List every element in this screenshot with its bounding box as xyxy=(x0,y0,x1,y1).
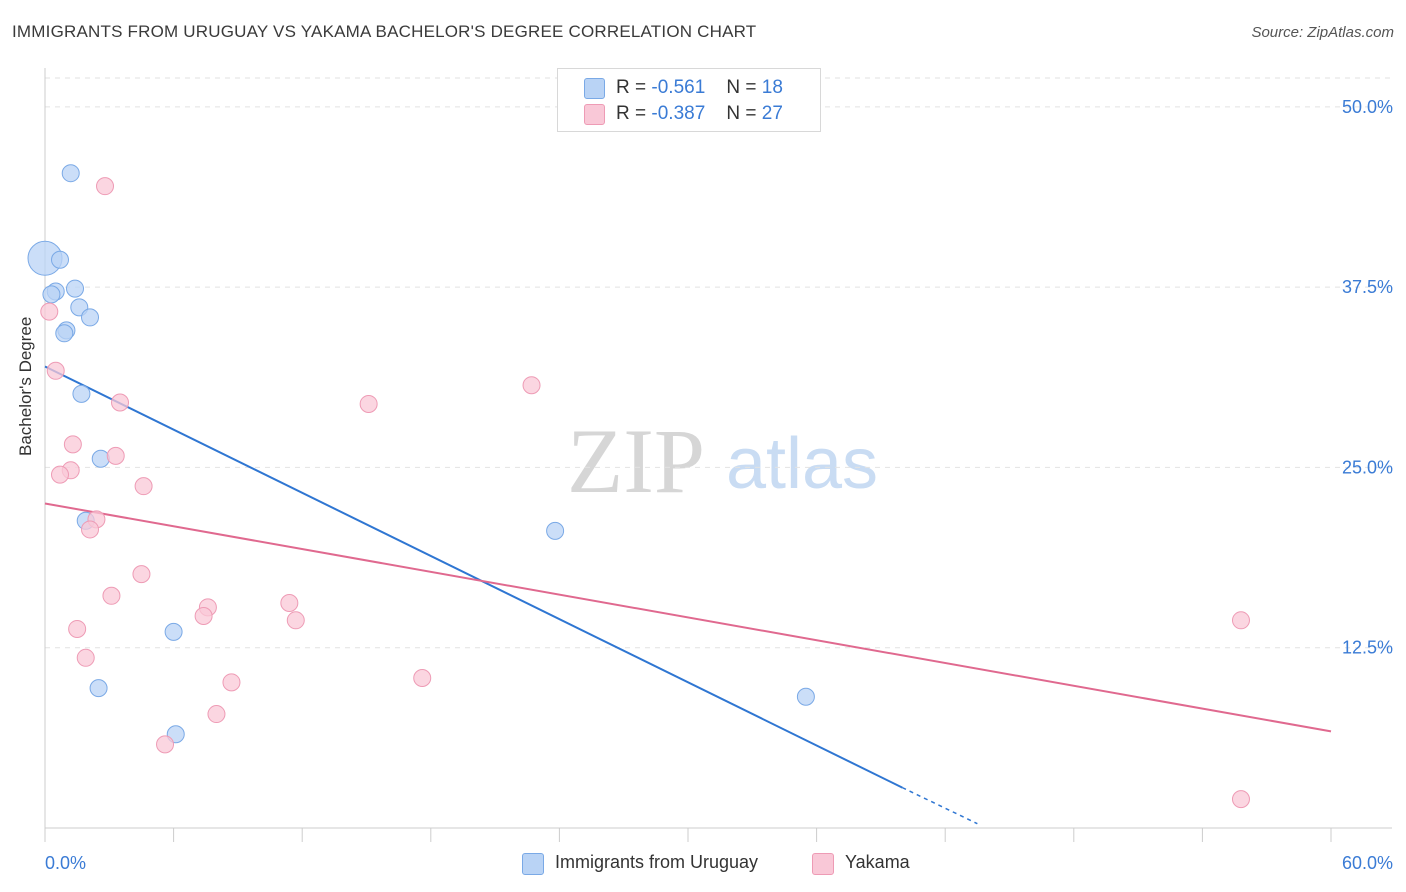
y-tick-label: 50.0% xyxy=(1342,97,1393,117)
point-yakama xyxy=(156,735,175,754)
point-yakama xyxy=(102,586,121,605)
legend-r-value: -0.561 xyxy=(651,77,706,98)
x-tick-label-min: 0.0% xyxy=(45,853,86,873)
point-yakama xyxy=(63,435,82,454)
watermark-zip: ZIP xyxy=(567,410,705,512)
point-yakama xyxy=(81,520,100,539)
chart-title: IMMIGRANTS FROM URUGUAY VS YAKAMA BACHEL… xyxy=(12,22,757,41)
legend-n-value: 18 xyxy=(761,77,783,98)
legend-r-value: -0.387 xyxy=(651,103,706,124)
point-yakama xyxy=(68,619,87,638)
point-yakama xyxy=(132,565,151,584)
legend-swatch-yakama xyxy=(584,104,605,125)
watermark-atlas: atlas xyxy=(726,424,878,504)
point-yakama xyxy=(134,477,153,496)
point-yakama xyxy=(286,611,305,630)
correlation-legend: R = -0.561 N = 18 R = -0.387 N = 27 xyxy=(557,68,821,132)
legend-n-label: N = xyxy=(726,77,757,98)
point-uruguay xyxy=(546,521,565,540)
point-uruguay xyxy=(66,279,85,298)
point-uruguay xyxy=(42,285,61,304)
legend-r-label: R = xyxy=(616,77,647,98)
point-uruguay xyxy=(164,622,183,641)
bottom-legend-swatch-uruguay xyxy=(522,853,544,875)
point-yakama xyxy=(46,361,65,380)
legend-n-label: N = xyxy=(726,103,757,124)
y-axis-label: Bachelor's Degree xyxy=(16,316,35,456)
point-yakama xyxy=(207,705,226,724)
point-yakama xyxy=(76,648,95,667)
point-yakama xyxy=(106,446,125,465)
legend-n-value: 27 xyxy=(761,103,783,124)
y-tick-label: 12.5% xyxy=(1342,638,1393,658)
point-yakama xyxy=(194,606,213,625)
trend-line-uruguay-extrapolated xyxy=(902,786,978,825)
bottom-legend-label-yakama: Yakama xyxy=(845,852,910,872)
source-label: Source: ZipAtlas.com xyxy=(1251,24,1394,41)
point-yakama xyxy=(111,393,130,412)
point-uruguay xyxy=(51,250,70,269)
point-uruguay xyxy=(55,324,74,343)
bottom-legend-label-uruguay: Immigrants from Uruguay xyxy=(555,852,759,872)
y-tick-label: 25.0% xyxy=(1342,457,1393,477)
point-yakama xyxy=(359,394,378,413)
point-uruguay xyxy=(72,384,91,403)
point-uruguay xyxy=(81,308,100,327)
legend-stats-yakama: R = -0.387 N = 27 xyxy=(616,103,783,125)
point-uruguay xyxy=(61,164,80,183)
point-uruguay xyxy=(91,449,110,468)
point-yakama xyxy=(413,669,432,687)
bottom-legend-swatch-yakama xyxy=(812,853,834,875)
point-yakama xyxy=(1231,790,1250,809)
point-yakama xyxy=(280,594,299,612)
legend-stats-uruguay: R = -0.561 N = 18 xyxy=(616,77,783,99)
point-yakama xyxy=(1231,611,1250,630)
legend-r-label: R = xyxy=(616,103,647,124)
point-uruguay xyxy=(796,687,815,706)
point-uruguay xyxy=(89,679,108,698)
y-tick-label: 37.5% xyxy=(1342,277,1393,297)
point-yakama xyxy=(96,177,115,196)
point-yakama xyxy=(222,673,241,692)
legend-swatch-uruguay xyxy=(584,78,605,99)
point-yakama xyxy=(51,465,70,484)
trend-line-uruguay xyxy=(44,365,903,789)
x-tick-label-max: 60.0% xyxy=(1342,853,1393,873)
point-yakama xyxy=(522,376,541,395)
trend-line-yakama xyxy=(44,502,1332,733)
point-yakama xyxy=(40,302,59,321)
